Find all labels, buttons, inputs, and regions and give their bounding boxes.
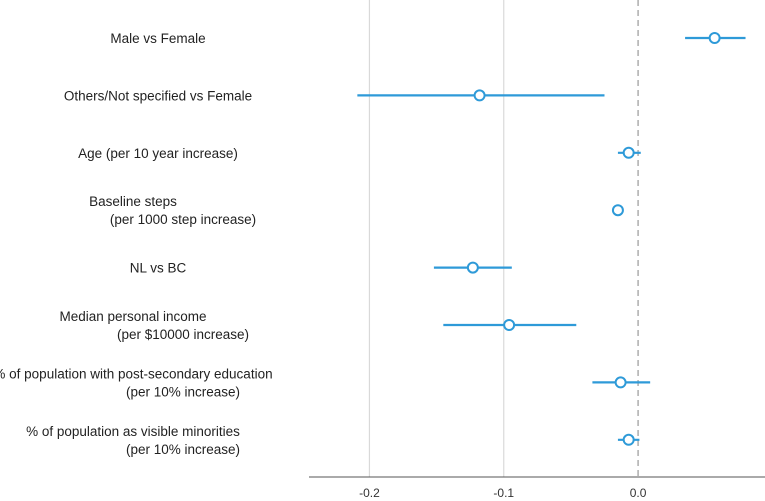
estimate-point (503, 319, 516, 331)
estimate-point (473, 89, 486, 102)
row-label: Male vs Female (110, 31, 205, 46)
row-label-secondary: (per $10000 increase) (117, 327, 249, 342)
estimate-point (611, 204, 624, 217)
row-label: Baseline steps (89, 194, 177, 209)
estimate-point (708, 32, 721, 44)
x-tick-label: -0.2 (359, 486, 380, 500)
estimate-point (466, 261, 479, 274)
row-label-secondary: (per 1000 step increase) (110, 212, 256, 227)
x-tick-label: -0.1 (493, 486, 514, 500)
row-label: % of population as visible minorities (26, 424, 240, 439)
estimate-point (622, 146, 635, 159)
row-label: Age (per 10 year increase) (78, 146, 238, 161)
x-tick-label: 0.0 (630, 486, 647, 500)
estimate-point (614, 376, 627, 389)
row-label: NL vs BC (130, 261, 187, 276)
row-label-secondary: (per 10% increase) (126, 384, 240, 399)
row-label: % of population with post-secondary educ… (0, 366, 273, 381)
row-label: Median personal income (59, 309, 206, 324)
row-label-secondary: (per 10% increase) (126, 442, 240, 457)
estimate-point (622, 433, 635, 446)
row-label: Others/Not specified vs Female (64, 88, 252, 103)
